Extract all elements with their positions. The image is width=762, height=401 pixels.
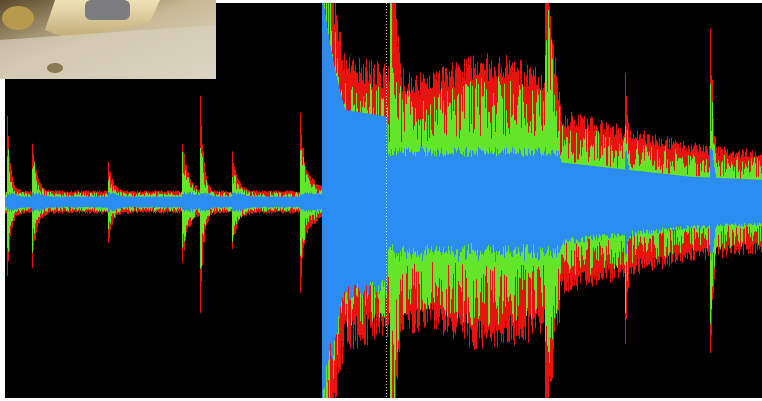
photo-metal-part — [85, 0, 130, 20]
photo-inset — [0, 0, 216, 79]
blue-channel — [5, 3, 762, 398]
photo-screw — [47, 63, 63, 73]
photo-brass — [2, 6, 34, 30]
waveform — [5, 3, 762, 398]
